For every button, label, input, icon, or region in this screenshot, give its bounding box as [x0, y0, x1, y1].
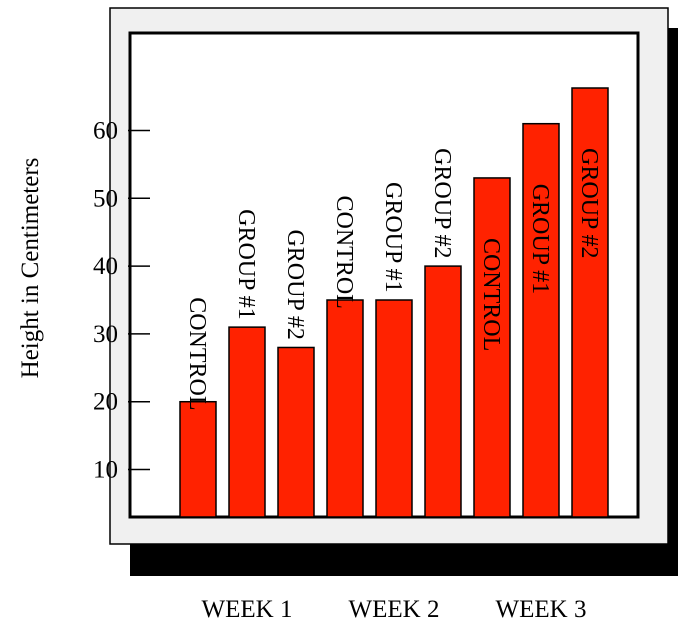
- bar-label: GROUP #1: [527, 184, 553, 294]
- bar-labels: CONTROL GROUP #1 GROUP #2 CONTROL GROUP #1 GR…: [184, 148, 602, 411]
- y-tick-label: 10: [93, 457, 118, 484]
- y-tick-label: 20: [93, 389, 118, 416]
- y-tick-label: 60: [93, 117, 118, 144]
- bar-label: GROUP #2: [429, 148, 455, 258]
- bar: [326, 299, 364, 518]
- bar: [571, 87, 609, 518]
- bar: [473, 177, 511, 518]
- y-tick-label: 50: [93, 185, 118, 212]
- x-axis-groups: WEEK 1 WEEK 2 WEEK 3: [202, 596, 587, 622]
- x-group-label: WEEK 2: [349, 596, 440, 622]
- y-tick-label: 40: [93, 253, 118, 280]
- bar-series: [179, 87, 609, 518]
- bar: [277, 346, 315, 518]
- bar-label: CONTROL: [478, 238, 504, 351]
- bar-label: CONTROL: [331, 196, 357, 309]
- bar: [375, 299, 413, 518]
- bar-label: GROUP #2: [282, 229, 308, 339]
- y-axis: 10 20 30 40 50 60: [93, 117, 150, 484]
- x-group-label: WEEK 1: [202, 596, 293, 622]
- bar: [228, 326, 266, 518]
- x-group-label: WEEK 3: [496, 596, 587, 622]
- bar-label: GROUP #1: [380, 182, 406, 292]
- y-axis-label: Height in Centimeters: [17, 158, 44, 379]
- bar: [522, 122, 560, 518]
- bar-label: GROUP #2: [576, 148, 602, 258]
- bar-label: CONTROL: [184, 297, 210, 410]
- y-tick-label: 30: [93, 321, 118, 348]
- bar: [179, 400, 217, 518]
- bar-label: GROUP #1: [233, 209, 259, 319]
- bar: [424, 265, 462, 518]
